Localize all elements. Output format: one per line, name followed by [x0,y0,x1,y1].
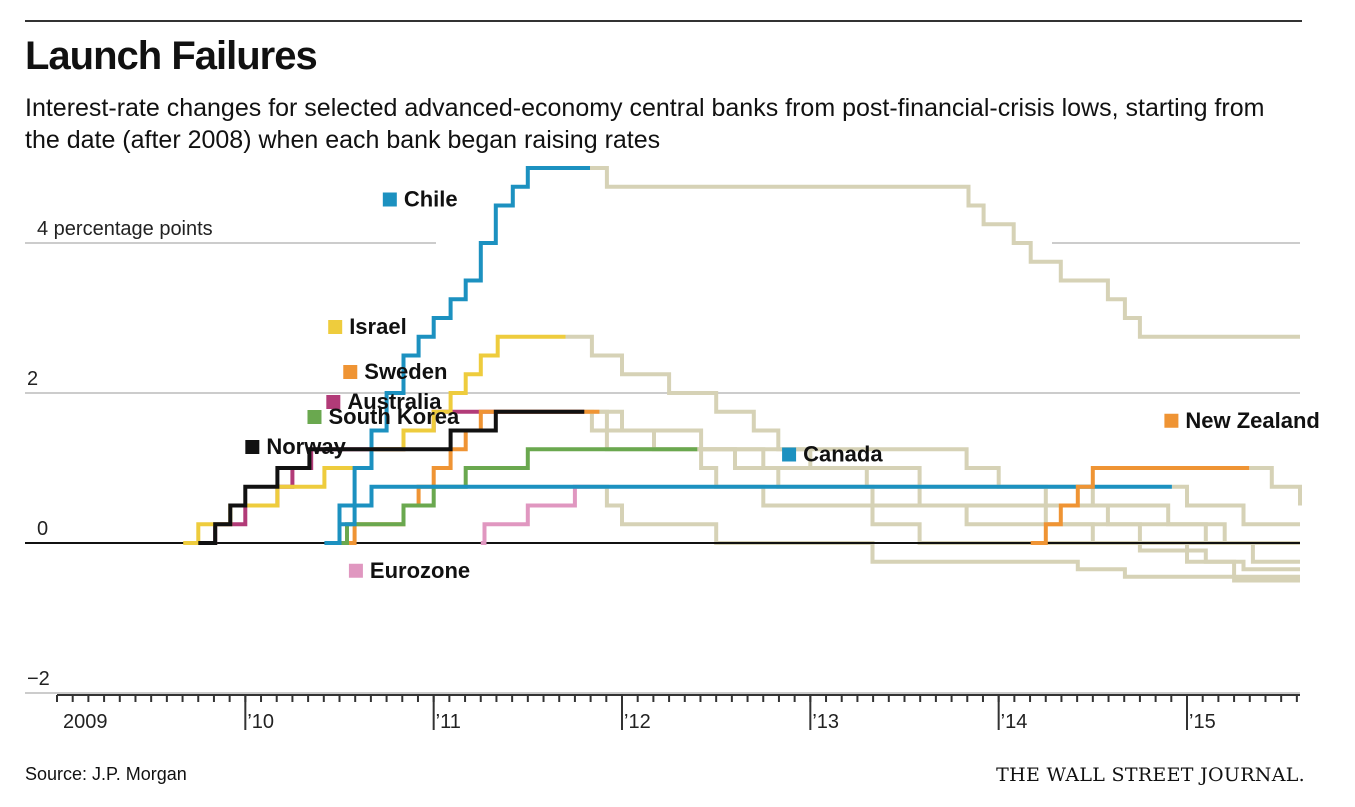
legend-swatch [328,320,342,334]
series-label: South Korea [328,404,460,429]
series-label: Sweden [364,359,447,384]
legend-swatch [245,440,259,454]
x-tick-label: 2009 [63,711,108,733]
legend-swatch [307,410,321,424]
y-tick-label: 2 [27,368,38,390]
legend-swatch [782,448,796,462]
legend-swatch [349,564,363,578]
x-tick-label: ’10 [247,711,274,733]
x-tick-label: ’13 [812,711,839,733]
y-tick-label: 0 [37,518,48,540]
series-after-israel [566,337,1301,543]
series-label: Canada [803,442,883,467]
series-after-new-zealand [1249,468,1300,506]
y-tick-label: −2 [27,668,50,690]
series-label: Israel [349,314,407,339]
y-tick-label: 4 percentage points [37,218,213,240]
x-tick-label: ’12 [624,711,651,733]
x-tick-label: ’11 [436,711,461,733]
legend-swatch [1164,414,1178,428]
series-label: Norway [266,434,346,459]
series-label: Chile [404,187,458,212]
series-label: New Zealand [1185,408,1319,433]
series-after-canada [1172,487,1300,525]
x-tick-label: ’14 [1001,711,1028,733]
series-after-sweden [599,412,1300,570]
series-eurozone [481,487,590,543]
legend-swatch [343,365,357,379]
publisher-logo: THE WALL STREET JOURNAL. [996,764,1305,786]
series-south-korea [340,449,698,543]
series-after-chile [590,168,1300,337]
x-tick-label: ’15 [1189,711,1216,733]
series-label: Eurozone [370,558,470,583]
legend-swatch [383,193,397,207]
source-note: Source: J.P. Morgan [25,764,187,785]
